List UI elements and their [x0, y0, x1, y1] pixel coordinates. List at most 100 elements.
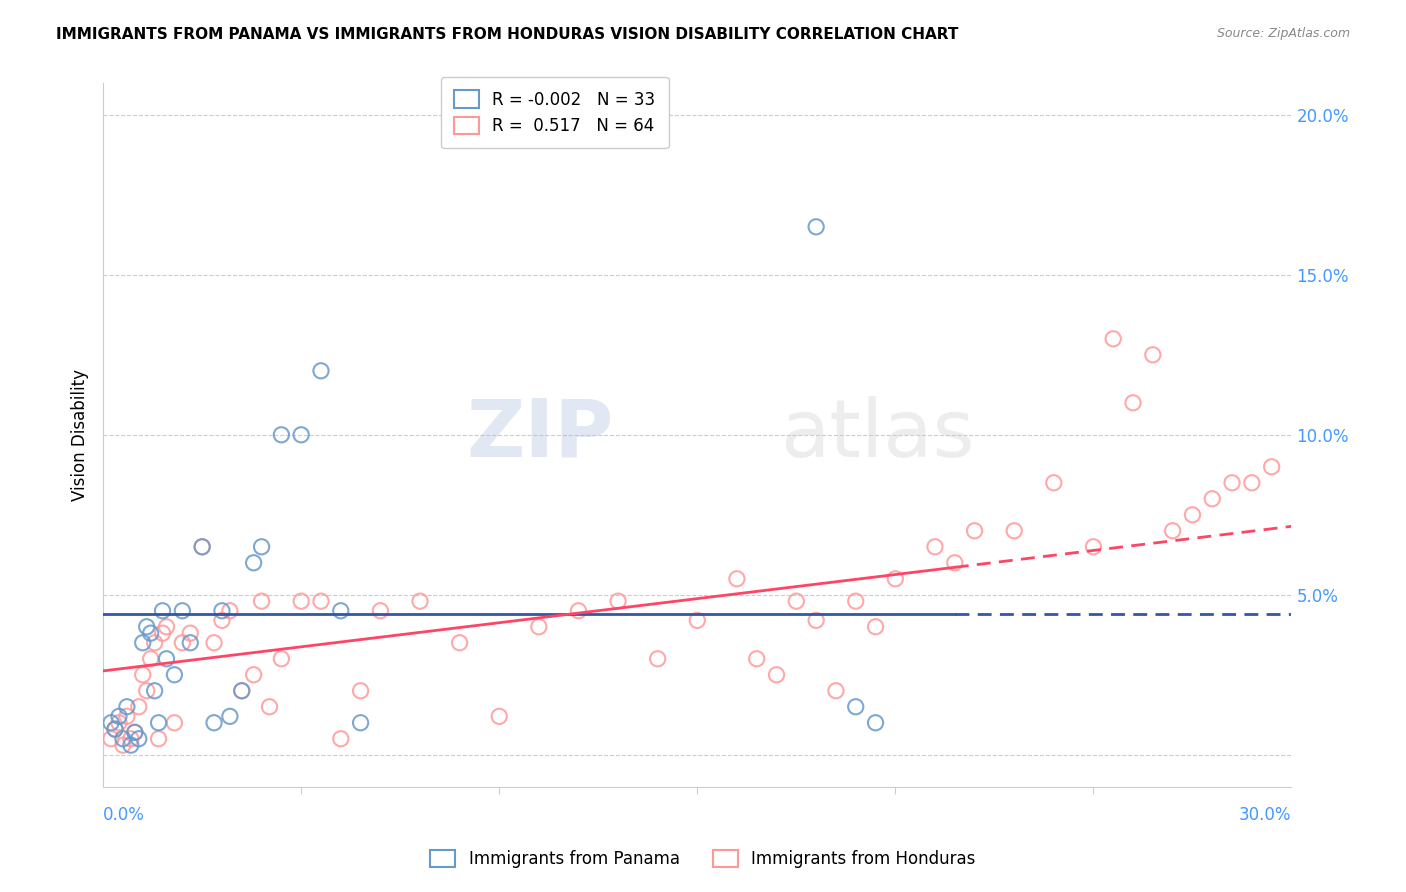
Point [1083, 540, 1105, 554]
Point [567, 604, 589, 618]
Point [108, 715, 131, 730]
Point [270, 427, 292, 442]
Point [179, 636, 201, 650]
Point [290, 594, 312, 608]
Point [329, 604, 352, 618]
Point [143, 636, 166, 650]
Point [825, 683, 848, 698]
Point [115, 709, 138, 723]
Point [219, 604, 242, 618]
Point [163, 667, 186, 681]
Point [172, 636, 194, 650]
Point [1002, 524, 1025, 538]
Point [370, 604, 392, 618]
Text: 30.0%: 30.0% [1239, 806, 1292, 824]
Point [128, 699, 150, 714]
Point [845, 699, 868, 714]
Point [1220, 475, 1243, 490]
Point [647, 652, 669, 666]
Point [409, 594, 432, 608]
Point [231, 683, 253, 698]
Point [884, 572, 907, 586]
Point [104, 722, 127, 736]
Point [191, 540, 214, 554]
Point [686, 613, 709, 627]
Text: IMMIGRANTS FROM PANAMA VS IMMIGRANTS FROM HONDURAS VISION DISABILITY CORRELATION: IMMIGRANTS FROM PANAMA VS IMMIGRANTS FRO… [56, 27, 959, 42]
Point [191, 540, 214, 554]
Point [270, 652, 292, 666]
Point [124, 725, 146, 739]
Point [120, 731, 142, 746]
Point [132, 667, 155, 681]
Point [143, 683, 166, 698]
Point [219, 709, 242, 723]
Point [152, 626, 174, 640]
Point [100, 731, 122, 746]
Point [100, 715, 122, 730]
Point [329, 731, 352, 746]
Point [115, 699, 138, 714]
Point [1122, 396, 1144, 410]
Point [104, 722, 127, 736]
Point [152, 604, 174, 618]
Point [349, 683, 371, 698]
Point [963, 524, 986, 538]
Point [202, 715, 225, 730]
Point [725, 572, 748, 586]
Point [865, 715, 887, 730]
Point [250, 594, 273, 608]
Point [211, 604, 233, 618]
Point [111, 738, 134, 752]
Point [309, 594, 332, 608]
Point [128, 731, 150, 746]
Point [148, 715, 170, 730]
Point [1260, 459, 1282, 474]
Text: ZIP: ZIP [467, 396, 614, 474]
Point [1142, 348, 1164, 362]
Point [924, 540, 946, 554]
Point [449, 636, 471, 650]
Text: 0.0%: 0.0% [103, 806, 145, 824]
Point [155, 652, 177, 666]
Legend: Immigrants from Panama, Immigrants from Honduras: Immigrants from Panama, Immigrants from … [423, 843, 983, 875]
Point [845, 594, 868, 608]
Point [1042, 475, 1064, 490]
Point [488, 709, 510, 723]
Point [349, 715, 371, 730]
Point [745, 652, 768, 666]
Point [202, 636, 225, 650]
Point [135, 620, 157, 634]
Point [111, 731, 134, 746]
Point [309, 364, 332, 378]
Point [231, 683, 253, 698]
Point [179, 626, 201, 640]
Point [765, 667, 787, 681]
Point [804, 613, 827, 627]
Point [163, 715, 186, 730]
Point [155, 620, 177, 634]
Point [607, 594, 630, 608]
Point [250, 540, 273, 554]
Point [259, 699, 281, 714]
Point [139, 652, 162, 666]
Point [120, 738, 142, 752]
Point [527, 620, 550, 634]
Point [139, 626, 162, 640]
Text: Source: ZipAtlas.com: Source: ZipAtlas.com [1216, 27, 1350, 40]
Point [242, 556, 264, 570]
Point [943, 556, 966, 570]
Point [1240, 475, 1263, 490]
Legend: R = -0.002   N = 33, R =  0.517   N = 64: R = -0.002 N = 33, R = 0.517 N = 64 [440, 77, 669, 148]
Point [804, 219, 827, 234]
Point [211, 613, 233, 627]
Point [1201, 491, 1223, 506]
Point [172, 604, 194, 618]
Point [1181, 508, 1204, 522]
Point [148, 731, 170, 746]
Point [124, 725, 146, 739]
Text: atlas: atlas [780, 396, 974, 474]
Point [290, 427, 312, 442]
Point [1102, 332, 1125, 346]
Point [1161, 524, 1184, 538]
Point [865, 620, 887, 634]
